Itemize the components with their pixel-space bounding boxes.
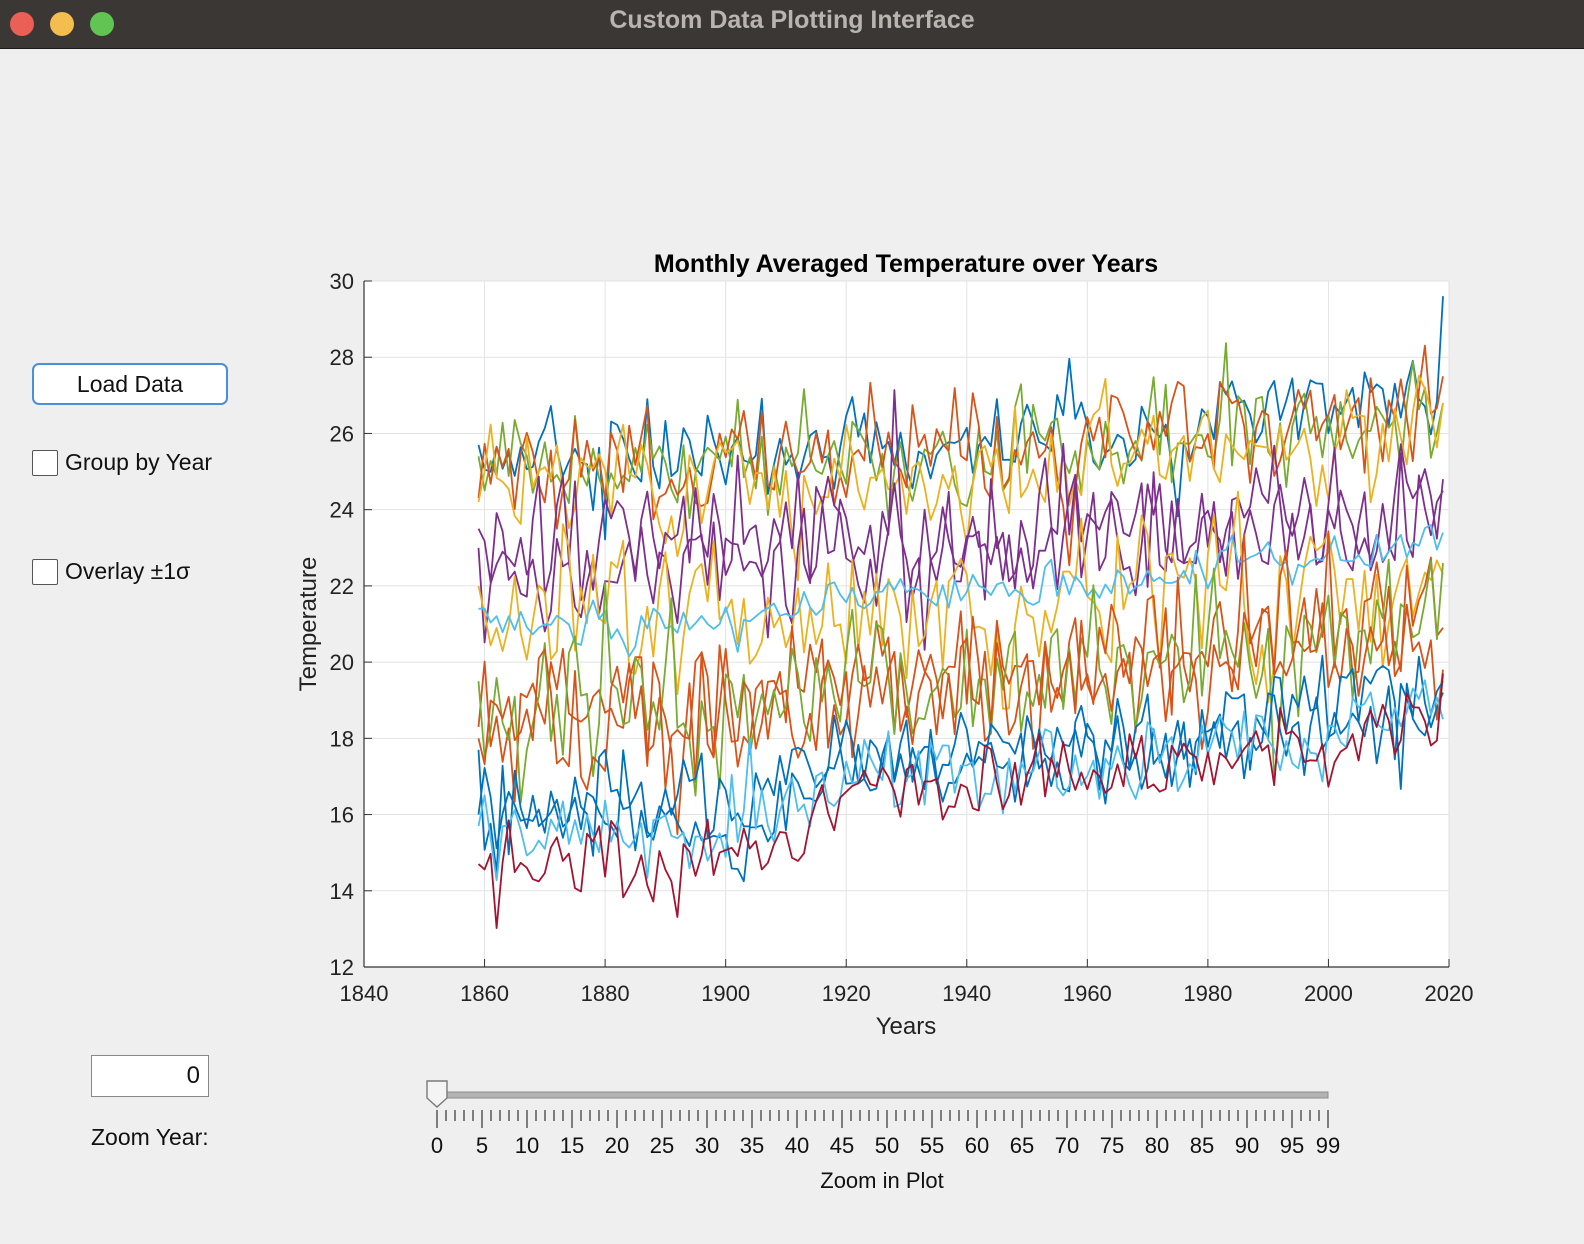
slider-tick-label: 5 <box>476 1133 488 1158</box>
slider-tick-label: 70 <box>1055 1133 1079 1158</box>
overlay-sigma-label: Overlay ±1σ <box>65 558 191 584</box>
series-line-9 <box>477 530 1444 836</box>
group-by-year-label: Group by Year <box>65 449 213 475</box>
x-tick-label: 1880 <box>581 981 630 1006</box>
title-bar: Custom Data Plotting Interface <box>0 0 1584 49</box>
y-tick-label: 20 <box>330 650 354 675</box>
plot-area <box>364 281 1449 967</box>
x-tick-label: 1920 <box>822 981 871 1006</box>
series-line-15 <box>477 673 1444 929</box>
x-tick-label: 2020 <box>1425 981 1474 1006</box>
zoom-year-label: Zoom Year: <box>91 1124 209 1150</box>
y-axis-label: Temperature <box>295 557 322 692</box>
y-tick-label: 26 <box>330 421 354 446</box>
series-line-3 <box>477 344 1444 567</box>
x-tick-label: 1940 <box>942 981 991 1006</box>
series-line-11 <box>477 585 1444 791</box>
series-line-1 <box>477 296 1444 541</box>
overlay-sigma-checkbox[interactable]: Overlay ±1σ <box>32 558 190 585</box>
slider-track[interactable] <box>436 1091 1329 1099</box>
minimize-window-button[interactable] <box>50 12 74 36</box>
x-tick-label: 1860 <box>460 981 509 1006</box>
slider-tick-label: 85 <box>1190 1133 1214 1158</box>
x-tick-label: 1980 <box>1183 981 1232 1006</box>
slider-tick-label: 65 <box>1010 1133 1034 1158</box>
x-tick-label: 1900 <box>701 981 750 1006</box>
slider-tick-label: 90 <box>1235 1133 1259 1158</box>
y-tick-label: 12 <box>330 955 354 980</box>
y-tick-label: 30 <box>330 269 354 294</box>
series-line-14 <box>477 679 1444 882</box>
slider-tick-label: 30 <box>695 1133 719 1158</box>
slider-tick-label: 95 <box>1280 1133 1304 1158</box>
slider-tick-label: 35 <box>740 1133 764 1158</box>
overlay-sigma-box[interactable] <box>32 558 58 585</box>
slider-tick-label: 0 <box>431 1133 443 1158</box>
slider-tick-label: 60 <box>965 1133 989 1158</box>
slider-tick-label: 50 <box>875 1133 899 1158</box>
x-tick-label: 1960 <box>1063 981 1112 1006</box>
chart-title: Monthly Averaged Temperature over Years <box>654 250 1158 278</box>
x-axis-label: Years <box>876 1013 937 1040</box>
zoom-year-input[interactable]: 0 <box>91 1055 209 1097</box>
x-tick-label: 2000 <box>1304 981 1353 1006</box>
series-line-4 <box>477 374 1444 582</box>
slider-tick-label: 40 <box>785 1133 809 1158</box>
series-line-10 <box>477 558 1444 804</box>
data-lines <box>477 296 1444 929</box>
series-line-12 <box>477 654 1444 874</box>
axes: 1840 1860 1880 1900 1920 1940 1960 1980 2000 2020… <box>330 269 1474 1006</box>
slider-label: Zoom in Plot <box>820 1168 944 1193</box>
group-by-year-box[interactable] <box>32 449 58 476</box>
slider-tick-label: 20 <box>605 1133 629 1158</box>
y-tick-label: 22 <box>330 574 354 599</box>
zoom-slider[interactable]: 0 5 10 15 20 25 30 35 40 45 50 55 60 65 70 75 80 85 90 95 99 <box>426 1080 1340 1158</box>
slider-tick-label: 45 <box>830 1133 854 1158</box>
series-line-13 <box>477 655 1444 883</box>
slider-thumb[interactable] <box>426 1080 448 1108</box>
slider-tick-label: 99 <box>1316 1133 1340 1158</box>
load-data-button[interactable]: Load Data <box>32 363 228 405</box>
slider-tick-label: 80 <box>1145 1133 1169 1158</box>
y-tick-label: 24 <box>330 498 354 523</box>
x-tick-label: 1840 <box>340 981 389 1006</box>
y-tick-label: 14 <box>330 879 354 904</box>
series-line-2 <box>477 342 1444 521</box>
group-by-year-checkbox[interactable]: Group by Year <box>32 449 212 476</box>
slider-tick-label: 75 <box>1100 1133 1124 1158</box>
series-line-6 <box>477 389 1444 651</box>
slider-tick-label: 15 <box>560 1133 584 1158</box>
slider-tick-label: 55 <box>920 1133 944 1158</box>
close-window-button[interactable] <box>10 12 34 36</box>
y-tick-label: 16 <box>330 803 354 828</box>
window-title: Custom Data Plotting Interface <box>609 6 975 34</box>
slider-tick-label: 10 <box>515 1133 539 1158</box>
slider-tick-label: 25 <box>650 1133 674 1158</box>
maximize-window-button[interactable] <box>90 12 114 36</box>
y-tick-label: 28 <box>330 345 354 370</box>
y-tick-label: 18 <box>330 726 354 751</box>
